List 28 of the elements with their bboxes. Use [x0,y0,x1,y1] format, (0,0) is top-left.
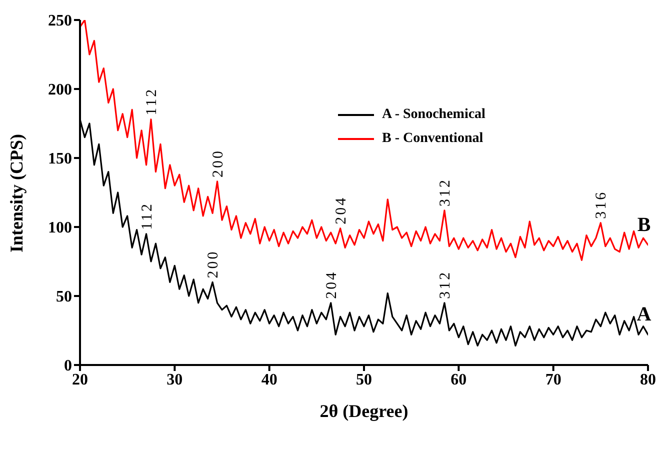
x-tick-label: 20 [72,371,88,388]
legend-label: A - Sonochemical [382,107,486,123]
annotation: A [636,304,652,326]
x-tick-label: 40 [261,371,278,388]
x-tick-label: 80 [640,371,656,388]
annotation: 204 [324,270,340,299]
annotation: 312 [437,270,454,299]
y-tick-label: 0 [64,358,72,375]
x-tick-label: 70 [545,371,562,388]
y-tick-label: 50 [56,288,72,306]
x-tick-label: 30 [166,371,183,388]
annotation: 112 [144,87,160,116]
annotation: 112 [139,202,156,230]
y-tick-label: 150 [48,150,72,168]
x-tick-label: 50 [356,371,372,388]
y-tick-label: 250 [48,12,72,30]
y-tick-label: 200 [48,82,72,99]
annotation: B [637,214,651,236]
annotation: 200 [206,250,222,278]
x-tick-label: 60 [450,371,467,388]
y-axis-title: Intensity (CPS) [6,134,26,252]
y-tick-label: 100 [48,220,72,237]
annotation: 316 [594,190,610,219]
annotation: 200 [210,148,226,178]
annotation: 312 [437,178,454,206]
legend-label: B - Conventional [382,131,484,147]
x-axis-title: 2θ (Degree) [320,401,408,421]
annotation: 204 [333,196,350,224]
